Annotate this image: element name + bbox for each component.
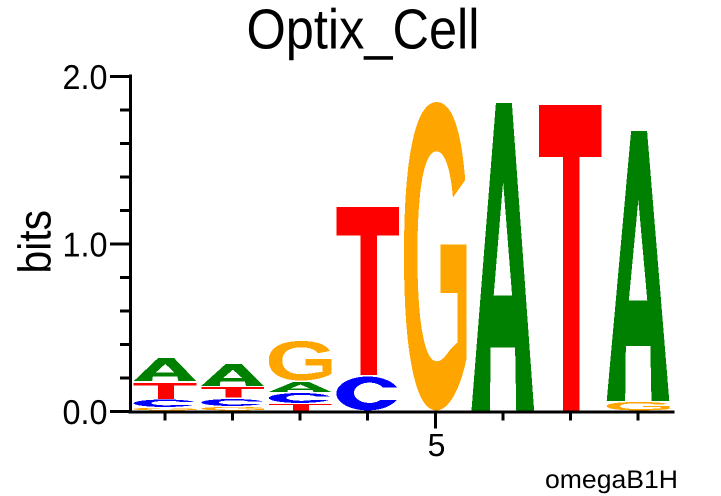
svg-text:2.0: 2.0 bbox=[63, 59, 108, 97]
svg-text:0.0: 0.0 bbox=[63, 394, 108, 432]
svg-text:5: 5 bbox=[428, 427, 446, 463]
svg-text:bits: bits bbox=[9, 210, 61, 274]
svg-text:1.0: 1.0 bbox=[63, 226, 108, 264]
svg-text:Optix_Cell: Optix_Cell bbox=[247, 0, 480, 61]
svg-text:omegaB1H: omegaB1H bbox=[545, 466, 678, 494]
